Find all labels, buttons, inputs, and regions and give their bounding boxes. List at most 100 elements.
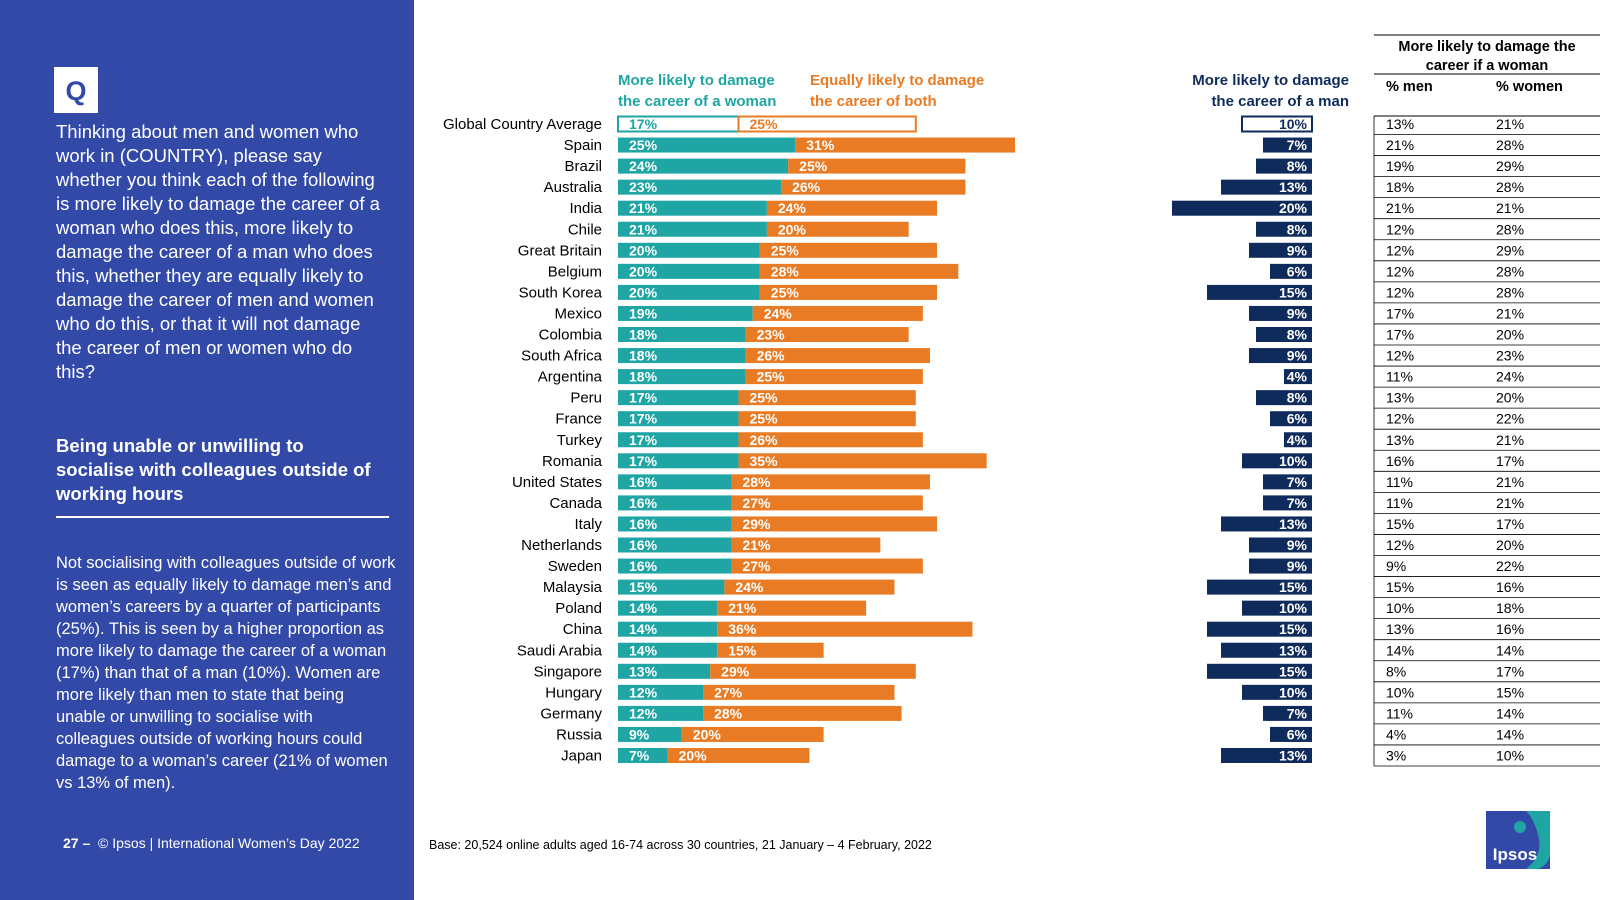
bar-man bbox=[1284, 369, 1312, 385]
table-cell-women: 17% bbox=[1496, 516, 1524, 532]
table-title-line2: career if a woman bbox=[1426, 58, 1549, 74]
bar-man-label: 20% bbox=[1279, 200, 1308, 216]
country-label: Global Country Average bbox=[443, 116, 602, 133]
summary-text: Not socialising with colleagues outside … bbox=[56, 554, 396, 792]
bar-woman-label: 7% bbox=[629, 748, 650, 764]
bar-woman-label: 12% bbox=[629, 684, 658, 700]
country-label: Colombia bbox=[539, 327, 603, 344]
table-cell-women: 22% bbox=[1496, 558, 1524, 574]
country-label: Belgium bbox=[548, 263, 602, 280]
table-cell-men: 14% bbox=[1386, 642, 1414, 658]
bar-man-label: 8% bbox=[1287, 327, 1308, 343]
bar-both-label: 20% bbox=[693, 726, 722, 742]
bar-both bbox=[738, 411, 916, 427]
table-cell-men: 12% bbox=[1386, 348, 1414, 364]
bar-woman bbox=[618, 137, 796, 153]
bar-both-label: 27% bbox=[742, 558, 771, 574]
bar-man-label: 8% bbox=[1287, 390, 1308, 406]
chart: More likely to damage the career of a wom… bbox=[443, 34, 1600, 767]
copyright-text: © Ipsos | International Women’s Day 2022 bbox=[98, 835, 360, 851]
header-woman-line2: the career of a woman bbox=[618, 93, 776, 110]
bar-woman-label: 13% bbox=[629, 663, 658, 679]
bar-both-label: 31% bbox=[806, 137, 835, 153]
bar-woman-label: 12% bbox=[629, 705, 658, 721]
bar-man bbox=[1242, 453, 1312, 469]
bar-both bbox=[795, 137, 1016, 153]
bar-woman bbox=[618, 684, 704, 700]
sidebar: Q Thinking about men and women who work … bbox=[0, 0, 414, 900]
table-col-men: % men bbox=[1386, 79, 1433, 95]
bar-both bbox=[752, 305, 923, 321]
table-cell-men: 13% bbox=[1386, 390, 1414, 406]
bar-man-label: 7% bbox=[1287, 495, 1308, 511]
table-cell-men: 12% bbox=[1386, 242, 1414, 258]
table-cell-men: 19% bbox=[1386, 158, 1414, 174]
country-label: Canada bbox=[549, 495, 602, 512]
bar-man bbox=[1249, 558, 1312, 574]
bar-woman bbox=[618, 158, 789, 174]
bar-woman bbox=[618, 537, 732, 553]
bar-both bbox=[731, 537, 881, 553]
bar-woman bbox=[618, 348, 746, 364]
bar-woman bbox=[618, 705, 704, 721]
bar-man bbox=[1256, 158, 1312, 174]
country-label: Brazil bbox=[564, 158, 602, 175]
bar-man-label: 15% bbox=[1279, 284, 1308, 300]
bar-both-label: 23% bbox=[757, 327, 786, 343]
bar-woman-label: 20% bbox=[629, 284, 658, 300]
table-cell-men: 18% bbox=[1386, 179, 1414, 195]
bar-man bbox=[1242, 684, 1312, 700]
bar-both-label: 26% bbox=[792, 179, 821, 195]
table-cell-men: 17% bbox=[1386, 327, 1414, 343]
bar-both bbox=[745, 348, 930, 364]
bar-man bbox=[1249, 537, 1312, 553]
table-cell-men: 17% bbox=[1386, 305, 1414, 321]
table-cell-women: 21% bbox=[1496, 116, 1524, 132]
bar-woman bbox=[618, 200, 767, 216]
country-label: Spain bbox=[564, 137, 602, 154]
bar-woman-label: 9% bbox=[629, 726, 650, 742]
bar-woman bbox=[618, 369, 746, 385]
bar-woman bbox=[618, 432, 739, 448]
table-cell-women: 16% bbox=[1496, 621, 1524, 637]
bar-man-label: 10% bbox=[1279, 684, 1308, 700]
table-cell-women: 20% bbox=[1496, 390, 1524, 406]
bar-man bbox=[1207, 579, 1312, 595]
table-cell-women: 14% bbox=[1496, 705, 1524, 721]
table-cell-men: 21% bbox=[1386, 200, 1414, 216]
table-cell-women: 28% bbox=[1496, 284, 1524, 300]
table-cell-men: 12% bbox=[1386, 221, 1414, 237]
bar-man bbox=[1270, 726, 1312, 742]
table-cell-men: 15% bbox=[1386, 516, 1414, 532]
table-cell-women: 21% bbox=[1496, 474, 1524, 490]
table-cell-men: 12% bbox=[1386, 284, 1414, 300]
table-cell-women: 20% bbox=[1496, 537, 1524, 553]
table-cell-men: 10% bbox=[1386, 684, 1414, 700]
bar-woman-label: 21% bbox=[629, 221, 658, 237]
bar-both bbox=[766, 221, 909, 237]
bar-woman bbox=[618, 748, 668, 763]
bar-woman bbox=[618, 642, 718, 658]
table-cell-men: 12% bbox=[1386, 263, 1414, 279]
bar-man bbox=[1249, 242, 1312, 258]
bar-woman-label: 17% bbox=[629, 390, 658, 406]
bar-woman-label: 17% bbox=[629, 411, 658, 427]
bar-both bbox=[731, 516, 938, 532]
country-label: Peru bbox=[570, 390, 602, 407]
table-cell-women: 29% bbox=[1496, 158, 1524, 174]
bar-woman-label: 17% bbox=[629, 453, 658, 469]
bar-woman-label: 21% bbox=[629, 200, 658, 216]
question-badge: Q bbox=[54, 67, 98, 113]
table-cell-women: 28% bbox=[1496, 179, 1524, 195]
table-cell-women: 24% bbox=[1496, 369, 1524, 385]
bar-woman-label: 18% bbox=[629, 348, 658, 364]
bar-woman-label: 23% bbox=[629, 179, 658, 195]
bar-both-label: 29% bbox=[721, 663, 750, 679]
bar-man bbox=[1221, 179, 1312, 195]
country-label: Mexico bbox=[554, 305, 602, 322]
bar-man-label: 9% bbox=[1287, 242, 1308, 258]
bar-man bbox=[1221, 516, 1312, 532]
bar-man-label: 15% bbox=[1279, 621, 1308, 637]
bar-woman-label: 18% bbox=[629, 369, 658, 385]
bar-man-label: 13% bbox=[1279, 642, 1308, 658]
